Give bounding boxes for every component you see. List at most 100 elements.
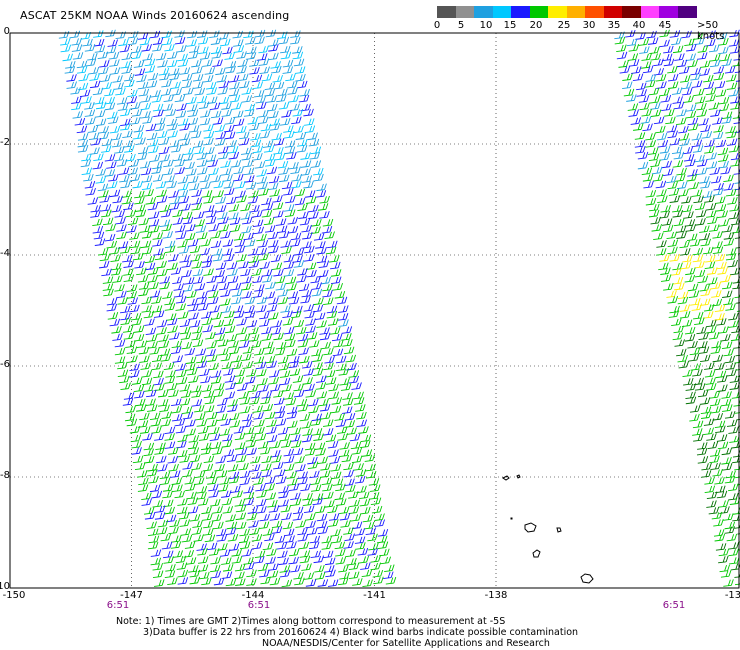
wind-barb [715, 196, 726, 204]
wind-barb [134, 68, 146, 76]
wind-barb [278, 362, 290, 371]
wind-barb [361, 449, 373, 457]
wind-barb [652, 173, 664, 182]
wind-barb [316, 246, 327, 255]
wind-barb [718, 219, 730, 227]
wind-barb [712, 231, 723, 239]
wind-barb [321, 477, 333, 486]
wind-barb [181, 80, 193, 89]
wind-barb [184, 476, 195, 485]
wind-barb [641, 53, 652, 61]
wind-barb [322, 218, 334, 227]
wind-barb [268, 39, 279, 47]
wind-barb [710, 462, 721, 471]
wind-barb [690, 67, 701, 76]
wind-barb [187, 506, 199, 514]
wind-barb [693, 88, 705, 97]
wind-barb [678, 133, 690, 141]
wind-barb [191, 189, 202, 197]
wind-barb [685, 224, 696, 232]
wind-barb [114, 210, 125, 218]
wind-barb [129, 304, 140, 313]
wind-barb [302, 377, 313, 385]
wind-barb [311, 428, 323, 436]
wind-barb [87, 125, 99, 133]
wind-barb [239, 541, 251, 550]
wind-barb [188, 447, 200, 455]
wind-barb [316, 255, 328, 264]
wind-barb [128, 159, 140, 168]
wind-barb [141, 296, 152, 305]
wind-barb [131, 45, 142, 54]
wind-barb [128, 30, 139, 39]
wind-barb [163, 159, 174, 168]
wind-barb [84, 44, 96, 52]
wind-barb [176, 103, 187, 111]
wind-barb [240, 203, 251, 212]
wind-barb [339, 571, 350, 580]
wind-barb [192, 276, 204, 284]
wind-barb [283, 326, 295, 335]
map-title: ASCAT 25KM NOAA Winds 20160624 ascending [20, 9, 290, 22]
wind-barb [258, 188, 269, 196]
wind-barb [177, 506, 188, 515]
latitude-label: -8 [0, 470, 10, 481]
wind-barb [302, 231, 313, 240]
wind-barb [122, 398, 134, 406]
wind-barb [687, 283, 699, 292]
wind-barb [694, 260, 705, 269]
wind-barb [274, 535, 286, 544]
wind-barb [266, 548, 277, 557]
wind-barb [179, 326, 191, 335]
wind-barb [152, 570, 164, 579]
wind-barb [244, 239, 256, 247]
wind-barb [241, 413, 253, 422]
wind-barb [305, 390, 317, 398]
wind-barb [668, 310, 680, 318]
wind-barb [223, 318, 235, 327]
wind-barb [238, 391, 249, 400]
wind-barb [257, 441, 269, 449]
wind-barb [726, 74, 737, 82]
wind-barb [177, 176, 189, 184]
wind-barb [266, 95, 278, 103]
wind-barb [206, 87, 218, 95]
wind-barb [288, 556, 299, 565]
wind-barb [154, 505, 166, 513]
wind-barb [168, 389, 179, 398]
wind-barb [659, 153, 670, 161]
wind-barb [253, 356, 265, 364]
wind-barb [330, 276, 342, 285]
wind-barb [286, 283, 297, 291]
wind-barb [230, 224, 241, 233]
wind-barb [301, 434, 313, 443]
wind-barb [143, 188, 154, 197]
wind-barb [287, 87, 298, 95]
wind-barb [718, 96, 730, 105]
wind-barb [210, 46, 222, 55]
wind-barb [687, 117, 699, 126]
wind-barb [371, 505, 383, 514]
wind-barb [628, 109, 639, 117]
wind-barb [327, 318, 339, 326]
wind-barb [145, 327, 157, 336]
wind-barb [287, 216, 298, 225]
wind-barb [259, 261, 270, 270]
wind-barb [152, 174, 164, 182]
wind-barb [246, 46, 257, 55]
wind-barb [708, 102, 720, 110]
wind-barb [659, 210, 670, 219]
wind-barb [736, 194, 740, 196]
wind-barb [171, 405, 183, 414]
wind-barb [703, 81, 715, 90]
lat-lon-grid [10, 33, 739, 588]
wind-barb [226, 454, 238, 462]
wind-barb [197, 556, 209, 564]
wind-barb [214, 327, 226, 335]
wind-barb [163, 362, 175, 371]
wind-barb [706, 491, 718, 500]
wind-barb [195, 348, 207, 356]
wind-barb [303, 180, 314, 189]
wind-barb [631, 66, 642, 74]
scale-swatch [677, 6, 697, 18]
